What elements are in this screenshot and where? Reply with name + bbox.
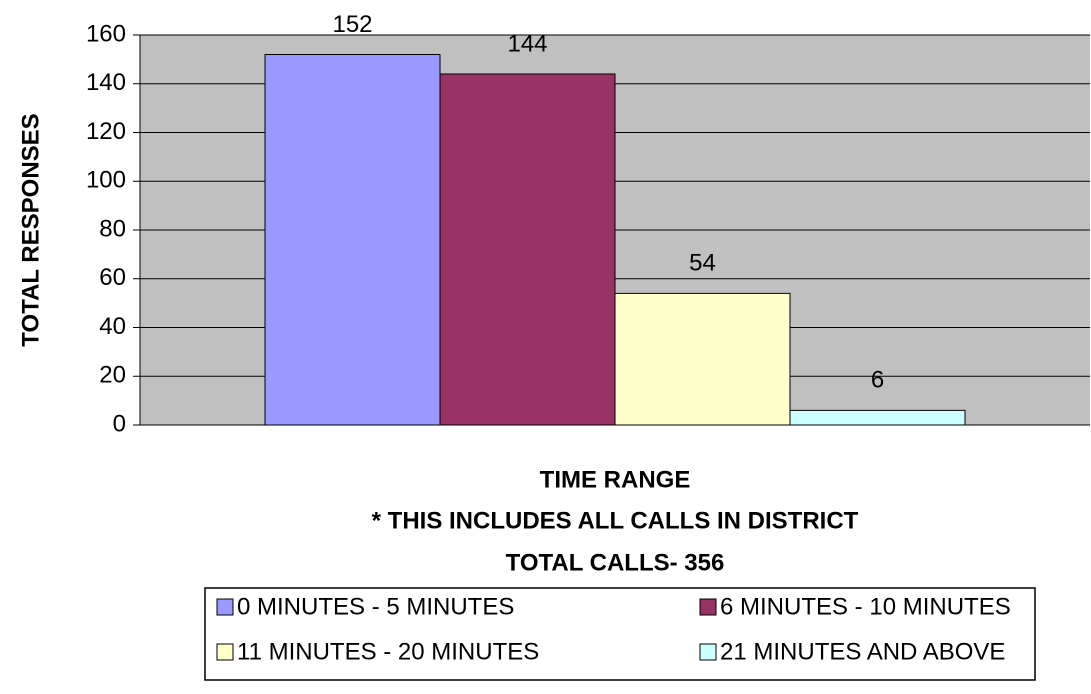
legend-label: 11 MINUTES - 20 MINUTES [237,638,539,665]
data-label: 6 [871,367,884,394]
bar [789,409,966,426]
legend-swatch [216,598,234,616]
data-label: 144 [507,30,547,57]
x-axis-label: TIME RANGE [540,466,691,493]
y-tick-label: 160 [86,20,126,47]
y-tick-label: 40 [99,313,126,340]
bar [264,54,441,426]
y-tick-label: 20 [99,362,126,389]
legend-label: 6 MINUTES - 10 MINUTES [720,593,1011,620]
y-tick-label: 140 [86,69,126,96]
y-tick-label: 0 [113,410,126,437]
data-label: 152 [332,11,372,38]
y-tick-label: 120 [86,118,126,145]
data-label: 54 [689,250,716,277]
legend-swatch [699,643,717,661]
y-tick-label: 60 [99,264,126,291]
legend-swatch [699,598,717,616]
bar [439,73,616,426]
y-tick-label: 100 [86,167,126,194]
legend-box [204,587,1036,681]
y-tick-label: 80 [99,215,126,242]
legend-label: 0 MINUTES - 5 MINUTES [237,593,514,620]
bar [614,292,791,426]
x-axis-label: * THIS INCLUDES ALL CALLS IN DISTRICT [372,507,859,534]
y-axis-label: TOTAL RESPONSES [17,113,44,346]
x-axis-label: TOTAL CALLS- 356 [506,549,725,576]
legend-label: 21 MINUTES AND ABOVE [720,638,1005,665]
legend-swatch [216,643,234,661]
